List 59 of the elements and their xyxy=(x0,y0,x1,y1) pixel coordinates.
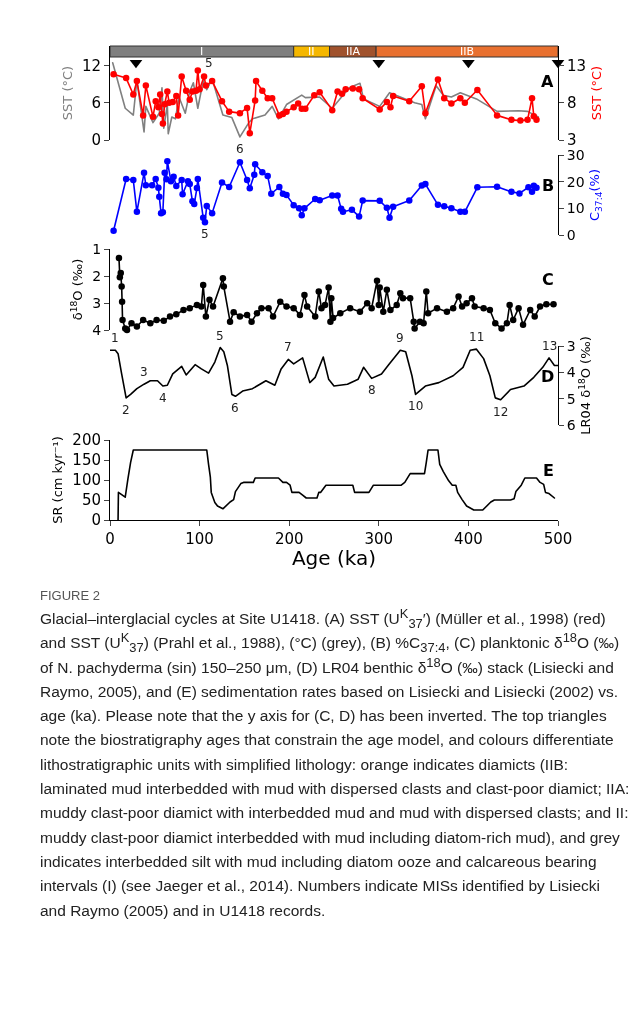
x-tick-label: 300 xyxy=(364,530,394,548)
annotation: 7 xyxy=(284,340,292,354)
annotation: 4 xyxy=(159,391,167,405)
annotation: C xyxy=(542,270,554,289)
y-tick-label: 1 xyxy=(92,240,102,257)
x-tick-label: 0 xyxy=(105,530,115,548)
x-axis-title: Age (ka) xyxy=(291,546,377,570)
band-label: I xyxy=(200,45,204,58)
y-tick-label: 4 xyxy=(92,321,102,338)
y-tick-label: 5 xyxy=(566,390,576,407)
annotation: E xyxy=(543,461,554,480)
x-tick-label: 400 xyxy=(454,530,483,548)
x-tick-label: 500 xyxy=(543,530,573,548)
x-tick-label: 200 xyxy=(274,530,304,548)
y-tick-label: 50 xyxy=(81,491,101,510)
annotation: 12 xyxy=(493,405,509,419)
y-tick-label: 0 xyxy=(566,226,576,243)
y-tick-label: 20 xyxy=(566,173,585,190)
band-label: IIA xyxy=(346,45,361,58)
annotation: 9 xyxy=(396,331,404,345)
annotation: 5 xyxy=(216,329,224,343)
y2-tick-label: 13 xyxy=(567,56,587,75)
y-axis-title: SST (°C) xyxy=(59,65,75,121)
annotation: 8 xyxy=(368,383,376,397)
annotation: A xyxy=(541,72,554,91)
band-label: II xyxy=(308,45,315,58)
annotation: 2 xyxy=(122,403,130,417)
annotation: 3 xyxy=(140,365,148,379)
annotation: 13 xyxy=(542,339,558,353)
y-tick-label: 3 xyxy=(566,337,576,354)
annotation: 6 xyxy=(236,142,244,156)
y-tick-label: 0 xyxy=(91,511,101,530)
y-axis-title: SR (cm kyr⁻¹) xyxy=(50,436,66,524)
annotation: 5 xyxy=(205,56,213,70)
y-tick-label: 10 xyxy=(566,200,585,217)
annotation: 10 xyxy=(408,399,424,413)
y-tick-label: 100 xyxy=(72,471,101,490)
y-tick-label: 150 xyxy=(72,451,101,470)
band-label: IIB xyxy=(460,45,475,58)
y2-axis-title: SST (°C) xyxy=(588,65,604,121)
y-tick-label: 6 xyxy=(91,93,101,112)
annotation: 6 xyxy=(231,401,239,415)
y-tick-label: 30 xyxy=(566,146,585,163)
y-tick-label: 12 xyxy=(81,56,101,75)
annotation: D xyxy=(541,367,555,386)
y-tick-label: 200 xyxy=(72,431,101,450)
y-tick-label: 4 xyxy=(566,364,576,381)
y-tick-label: 3 xyxy=(92,294,102,311)
x-tick-label: 100 xyxy=(185,530,214,548)
annotation: B xyxy=(542,176,555,195)
annotation: 11 xyxy=(469,330,485,344)
caption: FIGURE 2 xyxy=(40,588,101,603)
text: Glacial–interglacial cycles at Site U1418. (A) SST (U$^{K}$$_{37}$′) (Müller et al., 1998) (red) and SST (U$^{K}$$_{37}$) (Prahl et al., 1988), (°C) (grey), (B) %C$_{37:4}$, (C) planktonic δ$^{18}$O (‰) of N. pachyderma (sin) 150–250 μm, (D) LR04 benthic δ$^{18}$O (‰) stack (Lisiecki and Raymo, 2005), and (E) sedimentation rates based on Lisiecki and Lisiecki (2002) vs. age (ka). Please note that the y axis for (C, D) has been inverted. The top triangles note the biostratigraphy ages that constrain the age model, and colours differentiate lithostratigraphic units with simplified lithology: orange indicates diamicts (IIB: laminated mud interbedded with mud with dispersed clasts and clast-poor diamict; IIA: muddy clast-poor diamict with interbedded mud and mud with dispersed clasts; and II: muddy clast-poor diamict interbedded with mud including diatom-rich mud), and grey indicates interbedded silt with mud including diatom ooze and calcareous bearing intervals (I) (see Jaeger et al., 2014). Numbers indicate MISs identified by Lisiecki and Raymo (2005) and in U1418 records. xyxy=(40,605,630,919)
y2-tick-label: 8 xyxy=(567,93,577,112)
annotation: 1 xyxy=(111,331,119,345)
y-tick-label: 2 xyxy=(92,267,102,284)
y-tick-label: 6 xyxy=(566,416,576,433)
y-tick-label: 0 xyxy=(91,131,101,150)
annotation: 5 xyxy=(201,227,209,241)
